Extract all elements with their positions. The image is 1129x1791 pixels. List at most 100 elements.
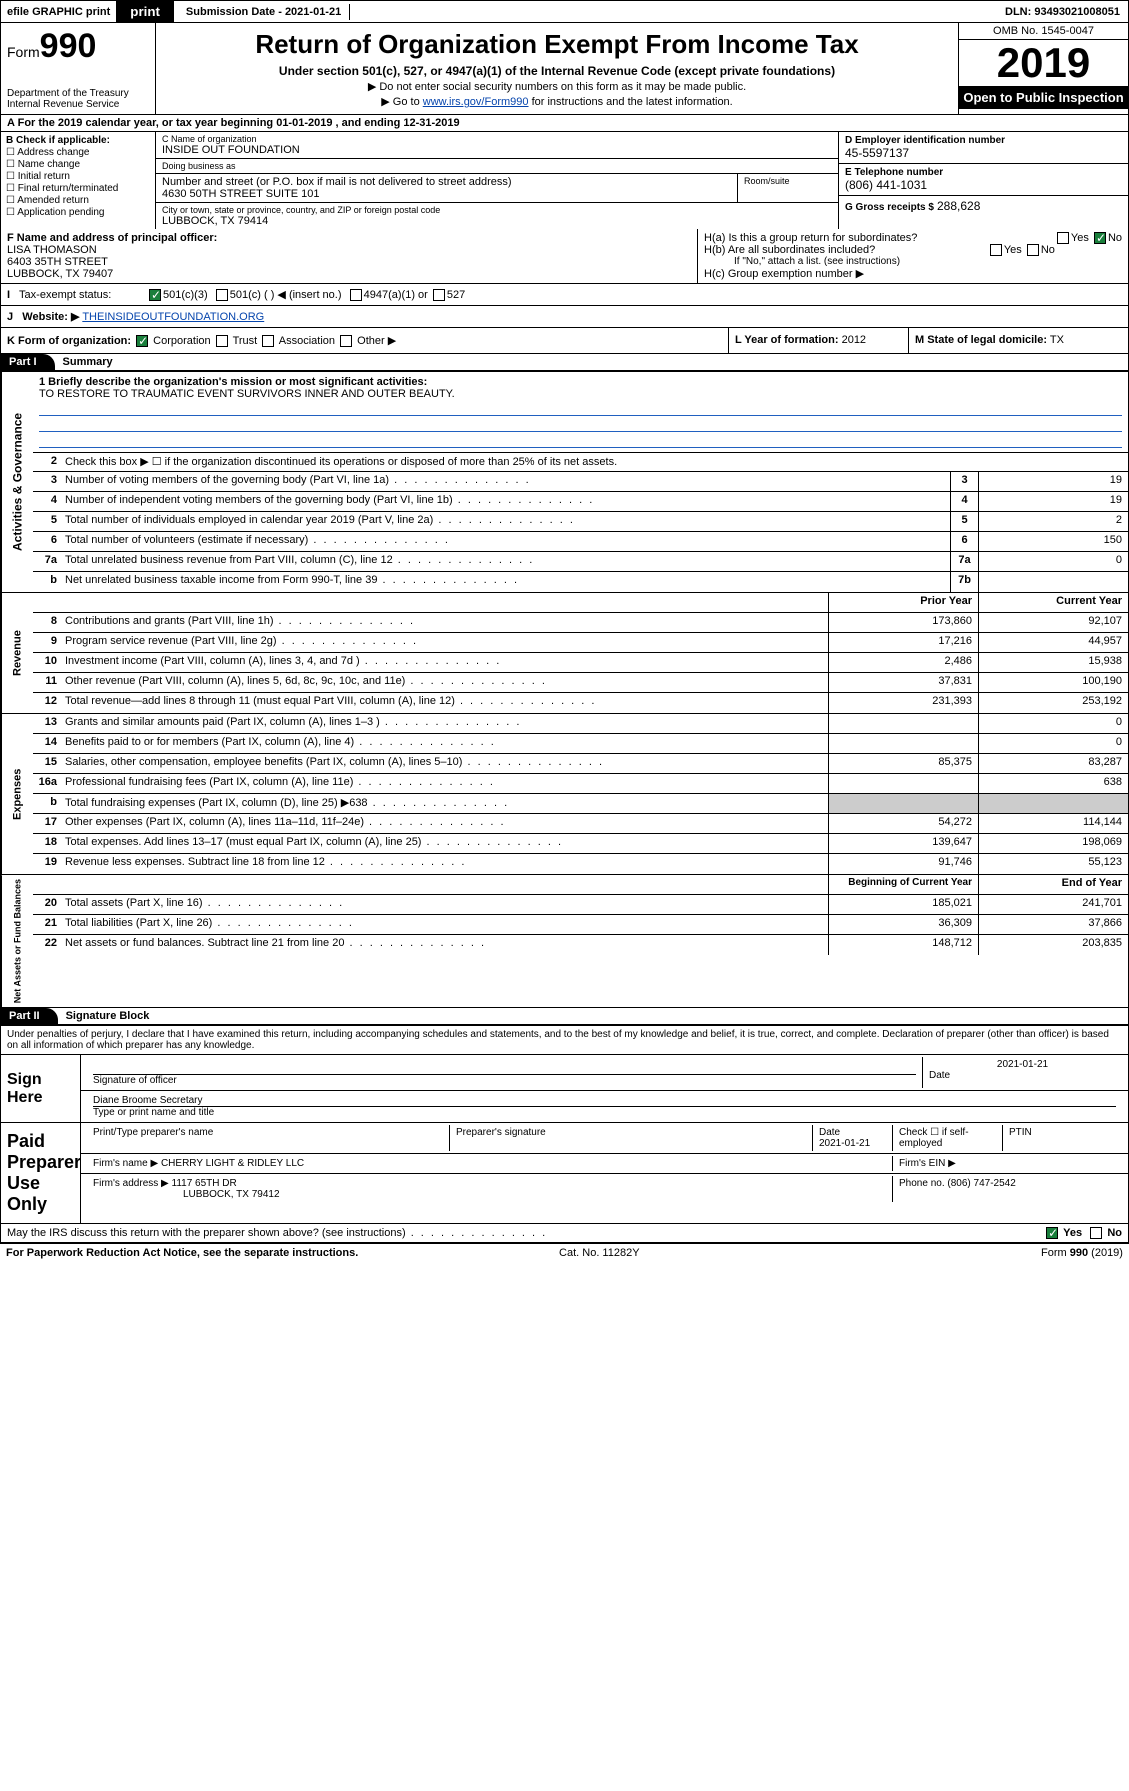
ha-no-check[interactable] xyxy=(1094,232,1106,244)
table-row: 18 Total expenses. Add lines 13–17 (must… xyxy=(33,834,1128,854)
firm-name-label: Firm's name ▶ xyxy=(93,1158,158,1169)
gov-line: 3 Number of voting members of the govern… xyxy=(33,472,1128,492)
check-application-pending[interactable]: ☐ Application pending xyxy=(6,207,150,218)
check-trust[interactable] xyxy=(216,335,228,347)
row-m: M State of legal domicile: TX xyxy=(908,328,1128,353)
prep-date: 2021-01-21 xyxy=(819,1138,886,1149)
preparer-sig-label: Preparer's signature xyxy=(449,1125,812,1151)
discuss-yes-check[interactable] xyxy=(1046,1227,1058,1239)
check-final-return[interactable]: ☐ Final return/terminated xyxy=(6,183,150,194)
website-label: Website: ▶ xyxy=(22,311,79,323)
header-right: OMB No. 1545-0047 2019 Open to Public In… xyxy=(958,23,1128,114)
tax-year: 2019 xyxy=(959,40,1128,86)
mission-label: 1 Briefly describe the organization's mi… xyxy=(39,376,427,388)
netassets-section: Net Assets or Fund Balances Beginning of… xyxy=(0,875,1129,1008)
ha-yes-check[interactable] xyxy=(1057,232,1069,244)
ha-label: H(a) Is this a group return for subordin… xyxy=(704,232,917,244)
opt-501c3: 501(c)(3) xyxy=(163,289,208,301)
print-button[interactable]: print xyxy=(116,1,174,22)
col-beginning: Beginning of Current Year xyxy=(828,875,978,894)
dln-label: DLN: 93493021008051 xyxy=(997,4,1128,20)
form-num: 990 xyxy=(40,27,97,65)
year-formation-value: 2012 xyxy=(842,334,866,346)
gov-line: 7a Total unrelated business revenue from… xyxy=(33,552,1128,572)
prep-date-label: Date xyxy=(819,1127,886,1138)
h-a-row: H(a) Is this a group return for subordin… xyxy=(704,232,1122,244)
paid-preparer-block: Paid Preparer Use Only Print/Type prepar… xyxy=(0,1123,1129,1224)
part-1-badge: Part I xyxy=(1,354,55,370)
check-address-change[interactable]: ☐ Address change xyxy=(6,147,150,158)
firm-name: CHERRY LIGHT & RIDLEY LLC xyxy=(161,1158,304,1169)
check-initial-return[interactable]: ☐ Initial return xyxy=(6,171,150,182)
hb-note: If "No," attach a list. (see instruction… xyxy=(704,256,1122,267)
note2-post: for instructions and the latest informat… xyxy=(529,96,733,108)
line-a-text: For the 2019 calendar year, or tax year … xyxy=(18,117,460,129)
firm-phone: (806) 747-2542 xyxy=(947,1178,1015,1189)
domicile-value: TX xyxy=(1050,334,1064,346)
check-corporation[interactable] xyxy=(136,335,148,347)
check-527[interactable] xyxy=(433,289,445,301)
website-link[interactable]: THEINSIDEOUTFOUNDATION.ORG xyxy=(82,311,264,323)
signer-name: Diane Broome Secretary xyxy=(93,1095,1116,1107)
row-k: K Form of organization: Corporation Trus… xyxy=(1,328,728,353)
gov-line: b Net unrelated business taxable income … xyxy=(33,572,1128,592)
vtab-governance: Activities & Governance xyxy=(1,372,33,592)
check-501c[interactable] xyxy=(216,289,228,301)
table-row: 16a Professional fundraising fees (Part … xyxy=(33,774,1128,794)
check-amended-return[interactable]: ☐ Amended return xyxy=(6,195,150,206)
table-row: 20 Total assets (Part X, line 16) 185,02… xyxy=(33,895,1128,915)
ptin-label: PTIN xyxy=(1002,1125,1122,1151)
hb-yes-check[interactable] xyxy=(990,244,1002,256)
entity-block: B Check if applicable: ☐ Address change … xyxy=(0,132,1129,229)
part-1-title: Summary xyxy=(55,354,121,370)
box-b-label: B Check if applicable: xyxy=(6,135,150,146)
city-value: LUBBOCK, TX 79414 xyxy=(162,215,832,227)
org-name: INSIDE OUT FOUNDATION xyxy=(162,144,832,156)
table-row: 22 Net assets or fund balances. Subtract… xyxy=(33,935,1128,955)
signature-label: Signature of officer xyxy=(93,1075,916,1086)
department-label: Department of the Treasury Internal Reve… xyxy=(7,88,149,110)
table-row: 12 Total revenue—add lines 8 through 11 … xyxy=(33,693,1128,713)
box-d: D Employer identification number 45-5597… xyxy=(838,132,1128,229)
ein-label: D Employer identification number xyxy=(845,135,1122,146)
check-501c3[interactable] xyxy=(149,289,161,301)
self-employed-check[interactable]: Check ☐ if self-employed xyxy=(892,1125,1002,1151)
part-2-badge: Part II xyxy=(1,1008,58,1024)
irs-link[interactable]: www.irs.gov/Form990 xyxy=(423,96,529,108)
tax-status-label: Tax-exempt status: xyxy=(19,289,111,301)
revenue-section: Revenue Prior Year Current Year 8 Contri… xyxy=(0,593,1129,714)
expenses-section: Expenses 13 Grants and similar amounts p… xyxy=(0,714,1129,875)
discuss-text: May the IRS discuss this return with the… xyxy=(7,1227,547,1239)
part-2-title: Signature Block xyxy=(58,1008,158,1024)
table-row: 19 Revenue less expenses. Subtract line … xyxy=(33,854,1128,874)
table-row: 13 Grants and similar amounts paid (Part… xyxy=(33,714,1128,734)
vtab-revenue: Revenue xyxy=(1,593,33,713)
omb-number: OMB No. 1545-0047 xyxy=(959,23,1128,40)
box-c: C Name of organization INSIDE OUT FOUNDA… xyxy=(156,132,838,229)
footer-left: For Paperwork Reduction Act Notice, see … xyxy=(6,1247,358,1259)
form-subtitle: Under section 501(c), 527, or 4947(a)(1)… xyxy=(164,64,950,78)
form-title: Return of Organization Exempt From Incom… xyxy=(164,29,950,60)
governance-section: Activities & Governance 1 Briefly descri… xyxy=(0,372,1129,593)
table-row: 17 Other expenses (Part IX, column (A), … xyxy=(33,814,1128,834)
check-name-change[interactable]: ☐ Name change xyxy=(6,159,150,170)
hb-no-check[interactable] xyxy=(1027,244,1039,256)
table-row: 11 Other revenue (Part VIII, column (A),… xyxy=(33,673,1128,693)
page-footer: For Paperwork Reduction Act Notice, see … xyxy=(0,1243,1129,1262)
box-f: F Name and address of principal officer:… xyxy=(1,229,698,283)
discuss-no-check[interactable] xyxy=(1090,1227,1102,1239)
mission-text: TO RESTORE TO TRAUMATIC EVENT SURVIVORS … xyxy=(39,388,1122,400)
efile-label: efile GRAPHIC print xyxy=(1,4,116,20)
org-name-label: C Name of organization xyxy=(162,134,832,144)
mission-underline xyxy=(39,434,1122,448)
sign-here-label: Sign Here xyxy=(1,1055,81,1122)
check-4947[interactable] xyxy=(350,289,362,301)
year-formation-label: L Year of formation: xyxy=(735,334,839,346)
opt-501c: 501(c) ( ) ◀ (insert no.) xyxy=(230,288,342,301)
check-other[interactable] xyxy=(340,335,352,347)
city-label: City or town, state or province, country… xyxy=(162,205,832,215)
ein-value: 45-5597137 xyxy=(845,146,1122,160)
check-association[interactable] xyxy=(262,335,274,347)
tel-label: E Telephone number xyxy=(845,167,1122,178)
penalties-text: Under penalties of perjury, I declare th… xyxy=(0,1026,1129,1055)
